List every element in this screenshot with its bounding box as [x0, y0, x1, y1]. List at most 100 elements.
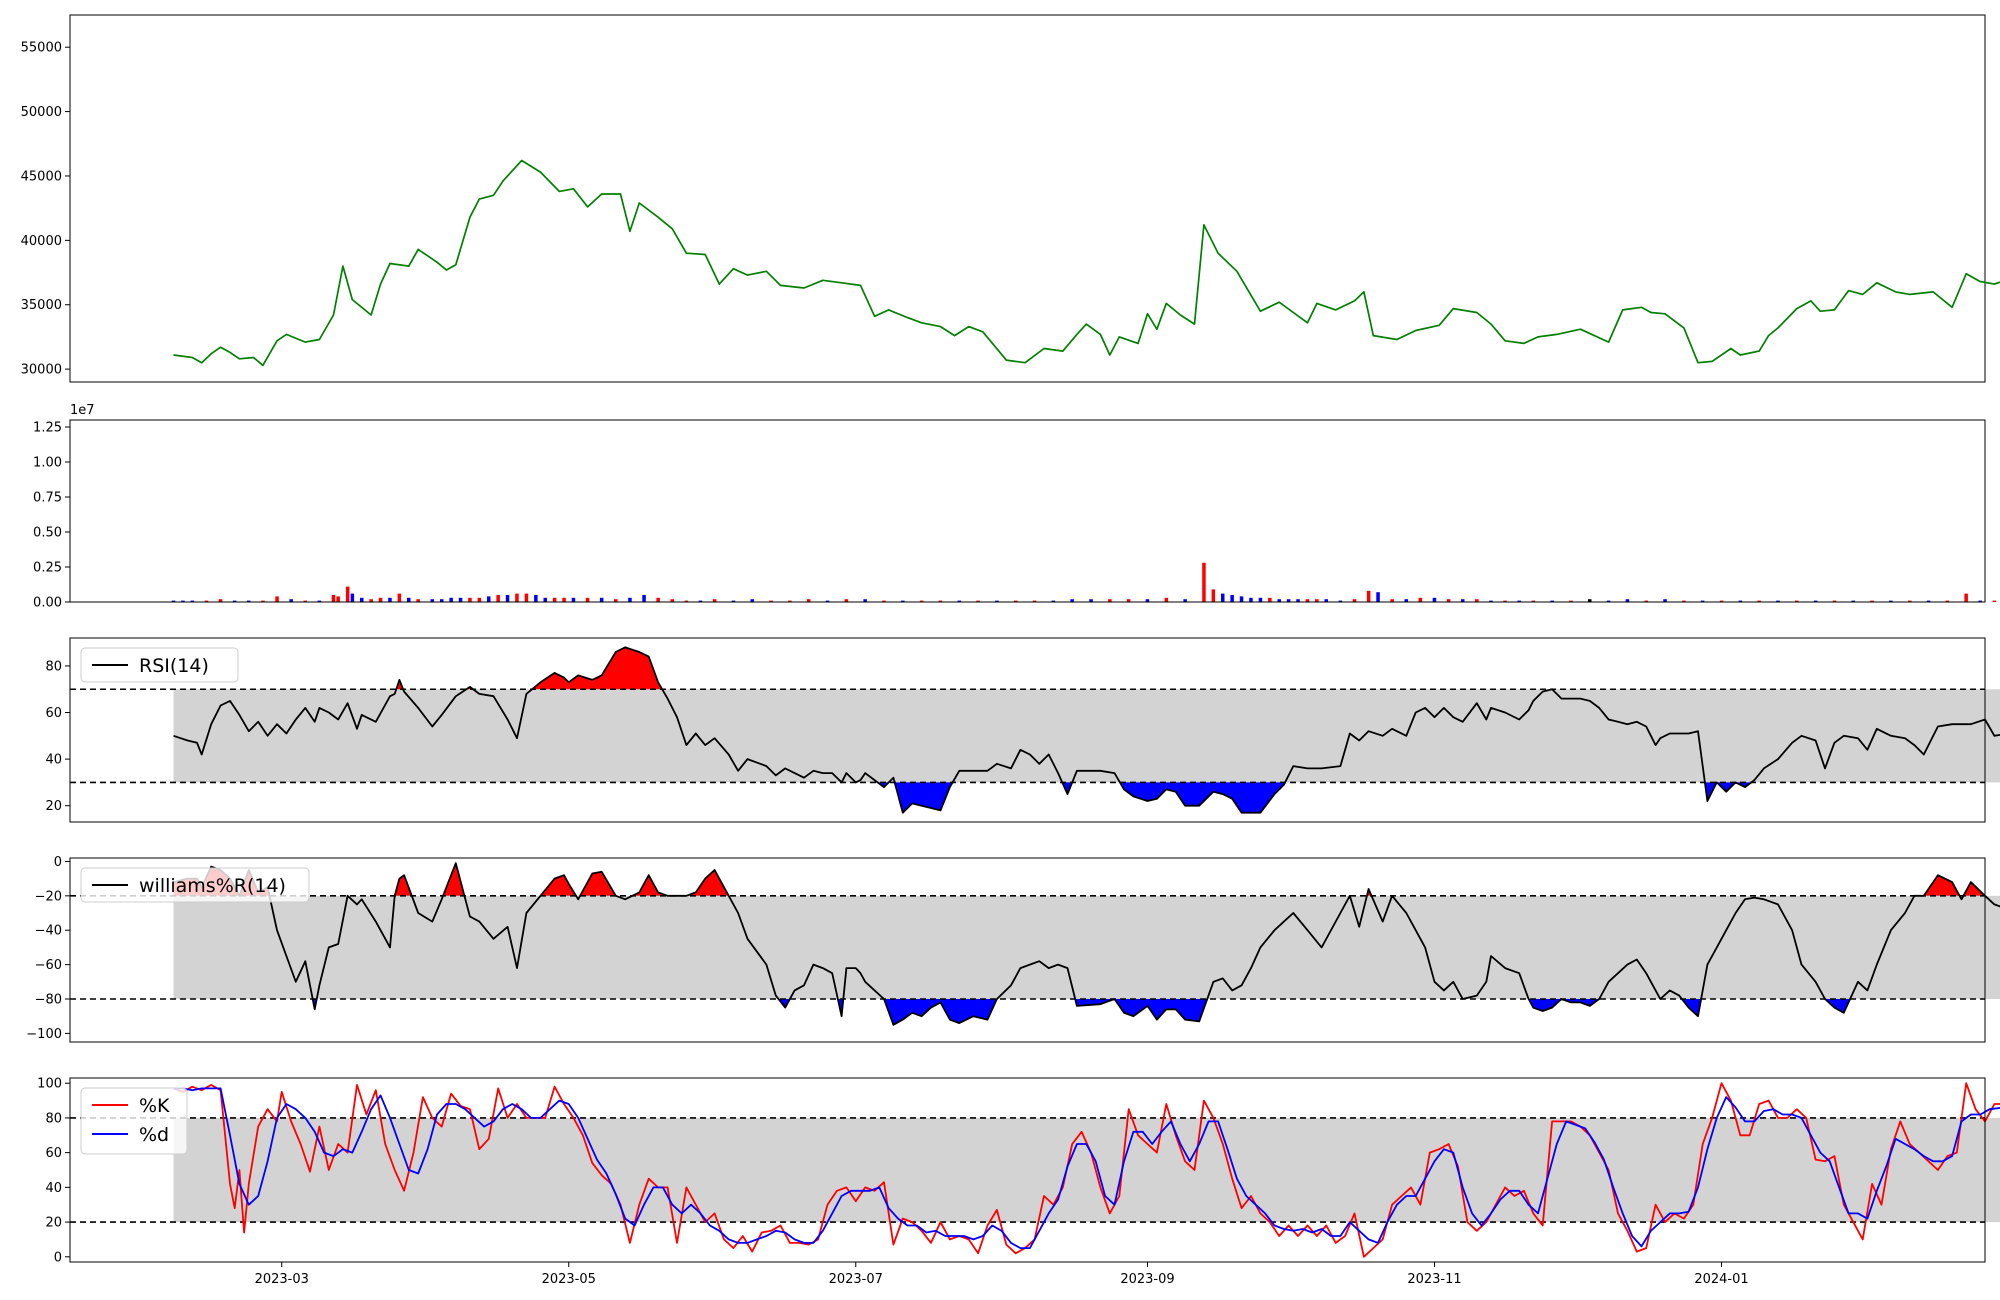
volume-bar	[614, 599, 618, 602]
y-tick-label: 80	[45, 659, 62, 674]
volume-bar	[1239, 596, 1244, 602]
volume-bar	[360, 597, 364, 602]
volume-bar	[901, 600, 905, 602]
x-tick-label: 2024-01	[1694, 1272, 1748, 1287]
volume-bar	[1164, 597, 1169, 602]
legend-box	[80, 867, 310, 903]
volume-bar	[957, 600, 961, 602]
volume-bar	[261, 600, 265, 602]
neutral-band	[173, 689, 2000, 783]
volume-bar	[181, 600, 185, 602]
volume-bar	[218, 599, 223, 602]
volume-bar	[407, 597, 411, 602]
volume-bar	[712, 599, 717, 602]
volume-bar	[1305, 599, 1310, 602]
volume-bar	[863, 599, 867, 602]
legend-box	[80, 1087, 188, 1155]
y-tick-label: 0.50	[33, 526, 62, 541]
y-tick-label: 0	[54, 1250, 62, 1265]
volume-bar	[1503, 600, 1507, 602]
volume-bar	[524, 593, 529, 602]
volume-bar	[1070, 599, 1074, 602]
indicator-line	[173, 862, 2000, 1026]
volume-bar	[1126, 599, 1131, 602]
volume-bar	[289, 599, 293, 602]
oversold-fill	[1062, 782, 1073, 795]
volume-bar	[844, 599, 849, 602]
y-tick-label: −20	[35, 889, 62, 904]
price-panel: 30000 35000 40000 45000 50000 55000	[21, 14, 2000, 383]
volume-bar	[750, 599, 754, 602]
volume-bar	[1418, 597, 1423, 602]
volume-bar	[670, 599, 674, 602]
volume-bar	[599, 597, 604, 602]
x-tick-label: 2023-03	[255, 1272, 309, 1287]
volume-bar	[995, 600, 999, 602]
volume-bar	[1211, 589, 1216, 602]
overbought-fill	[632, 870, 729, 896]
indicator-line	[173, 646, 2000, 814]
stochastic-panel: 0 20 40 60 80 100 2023-03 2023-05 2023-07 2023-09…	[37, 1077, 2000, 1287]
volume-bar	[1832, 600, 1837, 602]
volume-bar	[449, 597, 453, 602]
legend: %K %d	[80, 1087, 188, 1155]
volume-bar	[1352, 599, 1357, 602]
legend-label: %d	[139, 1124, 169, 1146]
y-tick-label: 100	[37, 1077, 62, 1092]
volume-bar	[1644, 600, 1648, 602]
williams-r-panel: −100 −80 −60 −40 −20 0 williams%R(14)	[26, 855, 2000, 1043]
volume-bar	[1446, 599, 1451, 602]
volume-bar	[1376, 592, 1380, 602]
volume-bar	[336, 596, 340, 602]
volume-bar	[1682, 600, 1686, 602]
y-tick-label: 80	[45, 1111, 62, 1126]
volume-bar	[1183, 599, 1187, 602]
volume-bar	[1738, 600, 1743, 602]
overbought-fill	[1914, 875, 1960, 896]
volume-bar	[1889, 600, 1893, 602]
volume-bar	[562, 597, 566, 602]
volume-bar	[1776, 600, 1780, 602]
volume-bar	[656, 597, 660, 602]
volume-bar	[543, 597, 547, 602]
neutral-band	[173, 895, 2000, 1000]
y-tick-label: 20	[45, 799, 62, 814]
volume-bar	[1277, 599, 1281, 602]
y-tick-label: 0.25	[33, 561, 62, 576]
volume-bar	[1978, 600, 1982, 602]
legend-label: williams%R(14)	[139, 875, 286, 897]
volume-bar	[397, 593, 402, 602]
y-tick-label: 0.75	[33, 491, 62, 506]
volume-bar	[552, 597, 557, 602]
volume-bar	[1569, 600, 1573, 602]
x-tick-label: 2023-09	[1120, 1272, 1174, 1287]
y-tick-label: 40	[45, 1181, 62, 1196]
volume-bar	[1700, 600, 1705, 602]
oversold-fill	[1825, 999, 1851, 1013]
y-tick-label: 40000	[21, 234, 62, 249]
volume-bar	[317, 600, 322, 602]
volume-bar	[1588, 599, 1592, 602]
oversold-fill	[778, 999, 790, 1008]
volume-bar	[1870, 600, 1874, 602]
oversold-fill	[1704, 782, 1752, 801]
volume-bar	[1432, 597, 1437, 602]
volume-bar	[534, 595, 538, 602]
overbought-fill	[540, 875, 577, 896]
volume-bar	[430, 599, 434, 602]
axes-frame	[69, 1077, 1986, 1263]
y-tick-label: 35000	[21, 298, 62, 313]
volume-bar	[1324, 599, 1328, 602]
volume-bar	[571, 597, 576, 602]
volume-bar	[1531, 600, 1536, 602]
d-line	[173, 1087, 2000, 1249]
volume-bar	[496, 595, 500, 602]
volume-bar	[731, 600, 736, 602]
volume-bar	[1475, 599, 1479, 602]
y-tick-label: 1.00	[33, 456, 62, 471]
volume-bar	[515, 593, 519, 602]
y-tick-label: −40	[35, 924, 62, 939]
volume-bar	[1926, 600, 1931, 602]
volume-bar	[1945, 600, 1950, 602]
